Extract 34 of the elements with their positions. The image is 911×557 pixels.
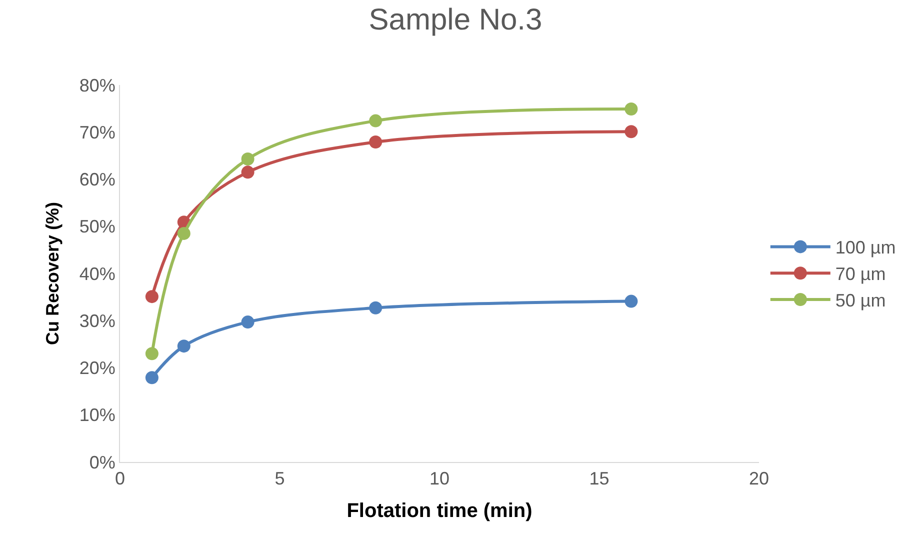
y-tick-label: 60% — [79, 170, 116, 190]
point — [369, 114, 382, 128]
legend-label: 100 µm — [835, 238, 896, 258]
y-tick-label: 70% — [79, 122, 116, 142]
y-axis-title: Cu Recovery (%) — [42, 202, 63, 346]
y-tick-label: 20% — [79, 358, 116, 378]
x-tick-label: 10 — [429, 468, 450, 489]
point — [624, 125, 638, 138]
point — [241, 152, 254, 166]
point — [624, 294, 638, 308]
point — [177, 340, 190, 353]
point — [624, 102, 638, 116]
x-tick-label: 5 — [274, 468, 285, 489]
y-tick-label: 50% — [79, 216, 116, 237]
point — [369, 136, 382, 149]
x-axis-title: Flotation time (min) — [346, 500, 532, 522]
y-tick-label: 30% — [79, 310, 116, 331]
point — [145, 371, 158, 384]
x-tick-label: 20 — [748, 468, 770, 489]
point — [145, 347, 158, 360]
y-tick-label: 0% — [89, 452, 116, 472]
legend-label: 70 µm — [835, 264, 886, 284]
point — [145, 290, 158, 304]
legend-label: 50 µm — [835, 290, 886, 311]
x-tick-label: 0 — [114, 468, 126, 489]
point — [177, 226, 190, 240]
y-tick-label: 80% — [79, 75, 116, 96]
point — [241, 316, 254, 329]
point — [369, 301, 382, 314]
y-tick-label: 40% — [79, 264, 116, 284]
point — [241, 166, 254, 179]
x-tick-label: 15 — [589, 468, 610, 489]
y-tick-label: 10% — [79, 405, 116, 426]
chart-title: Sample No.3 — [368, 3, 542, 36]
